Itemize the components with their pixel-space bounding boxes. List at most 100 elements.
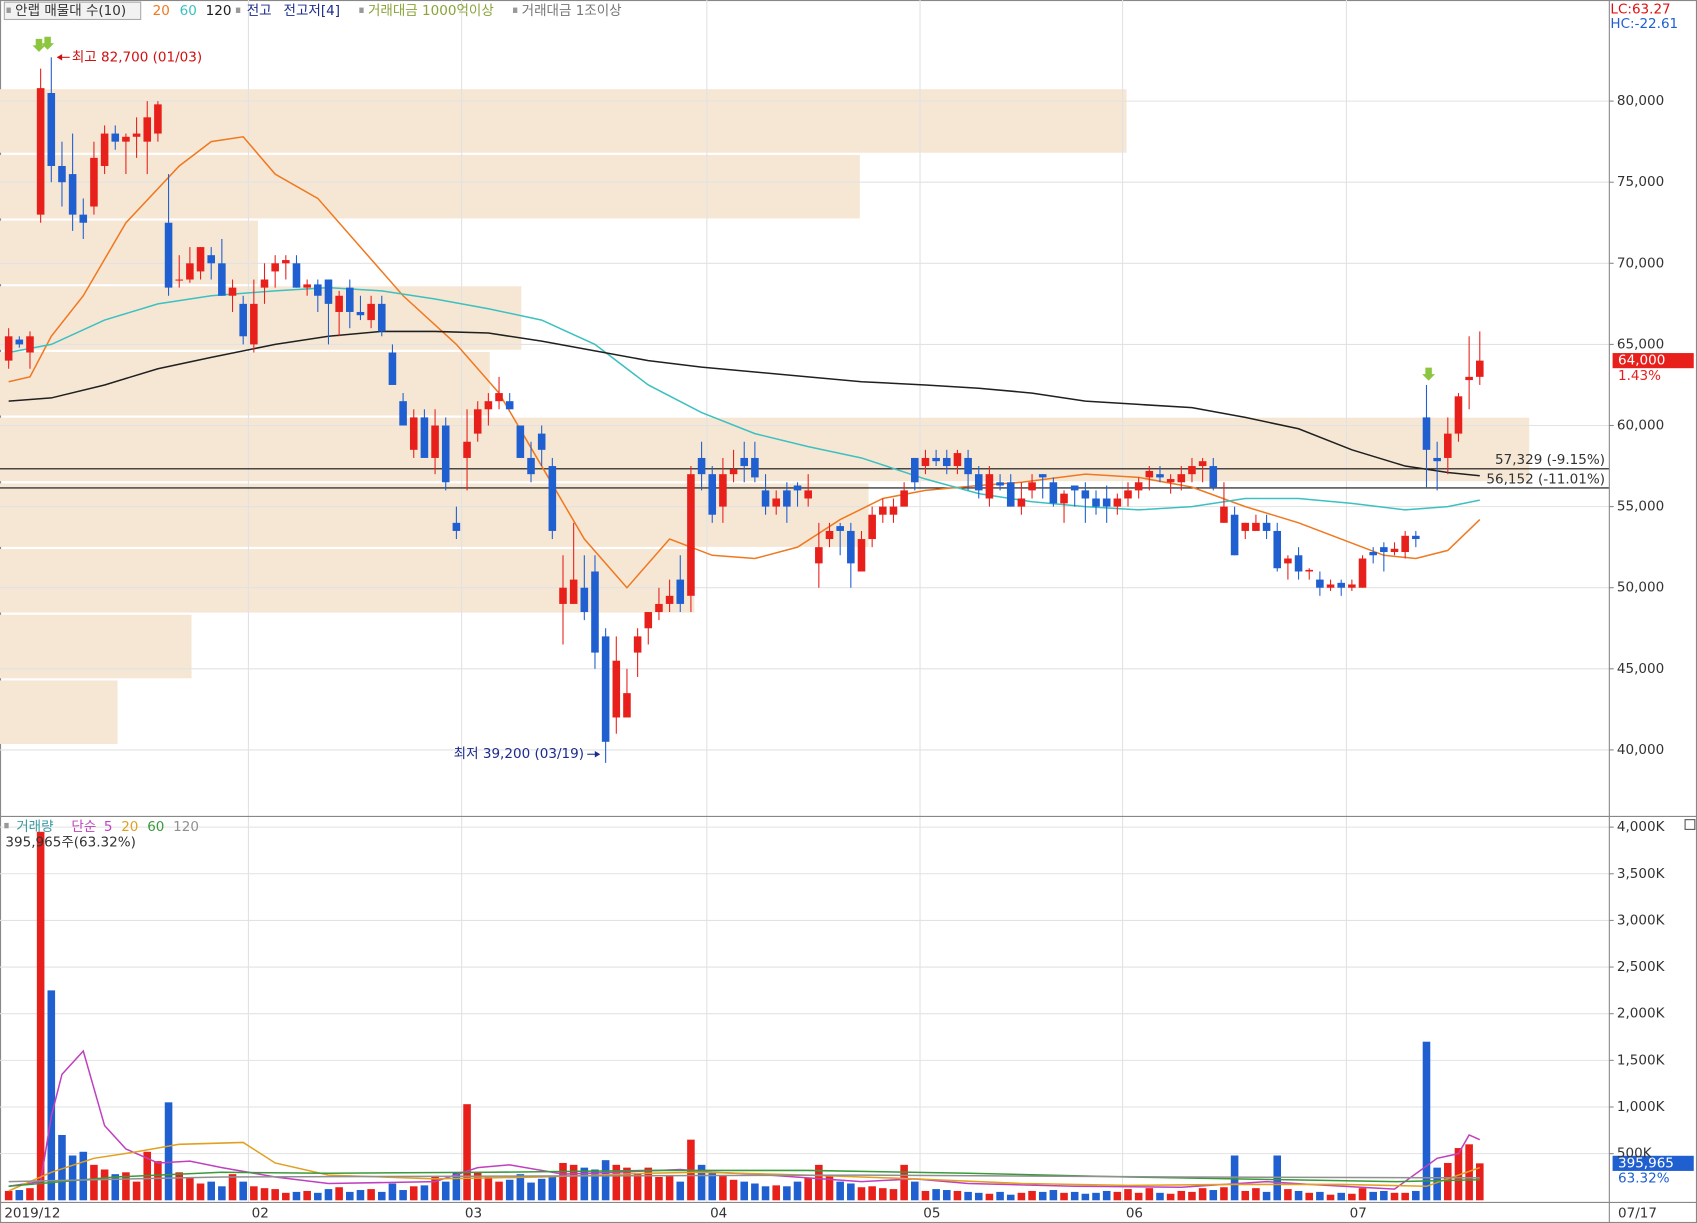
y-tick-label: 70,000 [1617,255,1664,271]
volume-bar [1220,1187,1228,1201]
candle-body [889,506,898,515]
candle-body [847,530,855,564]
candle-body [90,157,98,207]
volume-bar [719,1176,727,1201]
volume-bar [239,1181,247,1201]
volume-bar [79,1151,88,1201]
candle-body [314,284,322,296]
volume-bar [367,1189,375,1201]
volume-bar [1369,1191,1377,1201]
volume-bar [324,1189,333,1201]
candle-body [175,279,184,281]
candle-body [996,482,1004,486]
candle-body [505,401,514,410]
volume-bar [303,1190,311,1201]
candle-body [676,579,685,604]
volume-profile-bar [0,89,1127,153]
candle-body [964,457,972,475]
volume-bar [1241,1190,1250,1201]
candle-body [143,117,152,142]
price-tag-label: 64,000 [1618,353,1665,369]
candle-body [164,222,173,288]
volume-bar [377,1191,386,1201]
x-tick-label: 07/17 [1618,1205,1657,1221]
volume-bar [1070,1191,1079,1201]
volume-bar [1049,1190,1058,1201]
candle-body [58,165,66,183]
corner-label: HC:-22.61 [1610,16,1678,32]
volume-bar [196,1183,205,1201]
candle-body [825,530,834,540]
candle-body [633,636,642,653]
candle-body [942,457,951,467]
candle-body [612,660,621,718]
candle-body [409,417,418,450]
candle-body [1038,474,1047,478]
volume-bar [292,1191,301,1201]
candle-body [1326,584,1335,588]
volume-bar [847,1183,855,1201]
y-tick-label: 40,000 [1617,742,1664,758]
volume-profile-bar [0,614,192,679]
candle-body [1284,558,1292,564]
candle-body [921,457,930,467]
candle-body [953,453,962,467]
volume-bar [441,1181,450,1201]
volume-bar [4,1190,13,1201]
volume-bar [1134,1192,1143,1201]
volume-bar [932,1189,940,1201]
volume-bar [868,1186,876,1201]
candle-body [516,425,525,458]
candle-body [1177,474,1186,483]
legend-entry: 60 [180,3,197,19]
volume-bar [900,1164,908,1201]
volume-bar [527,1182,535,1201]
signal-arrow [1422,367,1436,381]
background-layer [0,89,1530,744]
volume-bar [1454,1148,1463,1201]
candle-body [591,571,599,653]
level-label: 56,152 (-11.01%) [1486,471,1605,487]
candle-body [463,441,471,458]
volume-bar [1230,1155,1239,1201]
level-label: 57,329 (-9.15%) [1495,452,1605,468]
close-button[interactable] [1684,819,1696,830]
legend-entry: 60 [147,819,164,835]
volume-bar [175,1172,184,1201]
volume-bar [420,1185,429,1201]
volume-bar [1412,1190,1420,1201]
volume-profile-bar [0,351,490,416]
text-layer: 40,000 45,000 50,000 55,000 60,000 65,000 70,0… [4,3,1674,1221]
volume-bar [26,1188,34,1201]
volume-bar [1092,1192,1100,1201]
legend-entry: 20 [121,819,138,835]
volume-bar [836,1181,844,1201]
candle-body [1081,490,1090,499]
candle-body [1028,482,1036,491]
volume-bar [729,1179,738,1201]
candle-body [974,474,983,491]
volume-bar [1380,1190,1388,1201]
candle-body [68,174,77,215]
volume-bar [1177,1190,1186,1201]
candle-body [431,425,439,458]
candle-body [4,336,13,361]
candle-body [879,506,887,515]
volume-bar [271,1189,279,1201]
candle-body [1188,466,1196,475]
candle-body [1124,490,1132,499]
y-tick-label: 65,000 [1617,336,1664,352]
volume-bar [537,1178,546,1201]
annotation: 최고 82,700 (01/03) [72,49,202,65]
candle-body [836,526,844,531]
candle-body [1230,514,1239,556]
candle-body [346,287,354,312]
y-tick-label: 55,000 [1617,499,1664,515]
candle-body [932,457,940,462]
candle-body [1380,547,1388,553]
candle-body [250,303,258,345]
volume-bar [154,1161,162,1201]
volume-bar [1305,1192,1314,1201]
volume-bar [1284,1189,1292,1201]
volume-bar [942,1190,951,1201]
